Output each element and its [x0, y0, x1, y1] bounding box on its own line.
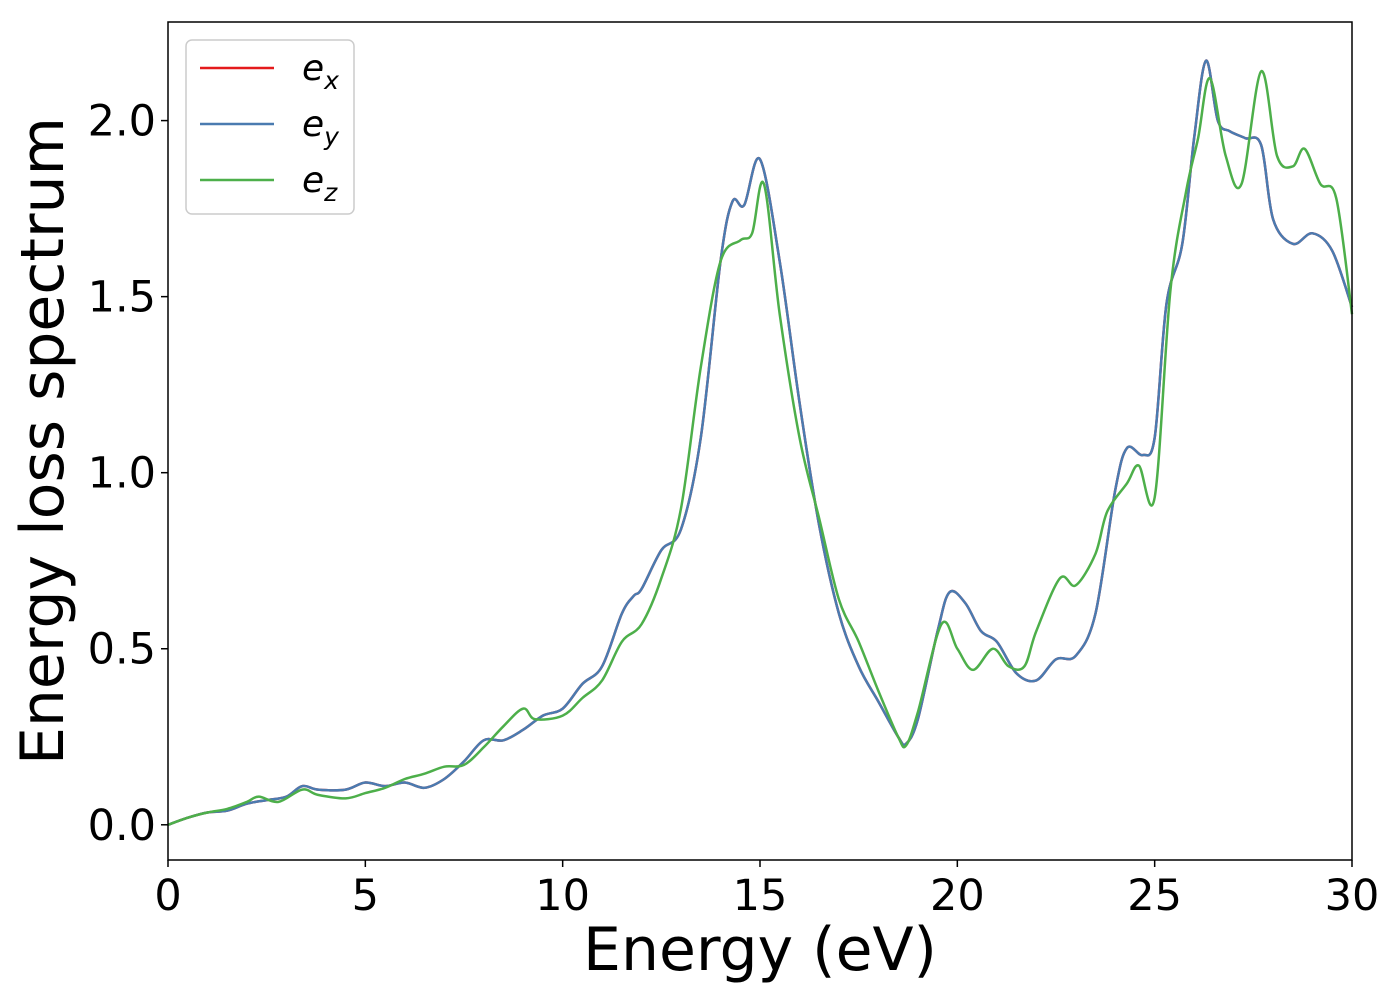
tick-layer: 0 5 10 15 20 25 30 0.0 0.5 1.0 1.5 2.0 [88, 97, 1380, 921]
y-tick-label: 0.0 [88, 801, 156, 851]
legend-label-subscript: y [323, 122, 340, 151]
x-axis-title: Energy (eV) [583, 915, 937, 985]
legend-label-subscript: z [323, 178, 338, 207]
plot-frame [167, 21, 1353, 861]
y-tick-label: 1.5 [88, 273, 156, 323]
x-tick-label: 0 [154, 871, 181, 921]
x-tick-label: 5 [352, 871, 379, 921]
x-tick-label: 10 [535, 871, 590, 921]
legend-label-base: e [302, 48, 324, 89]
y-tick-label: 2.0 [88, 97, 156, 147]
series-layer [167, 59, 1354, 826]
x-tick-label: 30 [1325, 871, 1380, 921]
series-line-z [167, 70, 1354, 826]
legend-label-base: e [302, 160, 324, 201]
legend-label-y: ey [302, 104, 340, 151]
legend-label-base: e [302, 104, 324, 145]
legend-label-subscript: x [323, 66, 339, 95]
x-tick-label: 15 [733, 871, 788, 921]
legend-label-x: ex [302, 48, 339, 95]
y-tick-label: 0.5 [88, 625, 156, 675]
x-tick-label: 25 [1127, 871, 1182, 921]
y-tick-label: 1.0 [88, 449, 156, 499]
legend-label-z: ez [302, 160, 338, 207]
series-line-y [167, 59, 1354, 826]
y-axis-title: Energy loss spectrum [8, 117, 78, 765]
legend-box [185, 39, 355, 215]
x-tick-label: 20 [930, 871, 985, 921]
